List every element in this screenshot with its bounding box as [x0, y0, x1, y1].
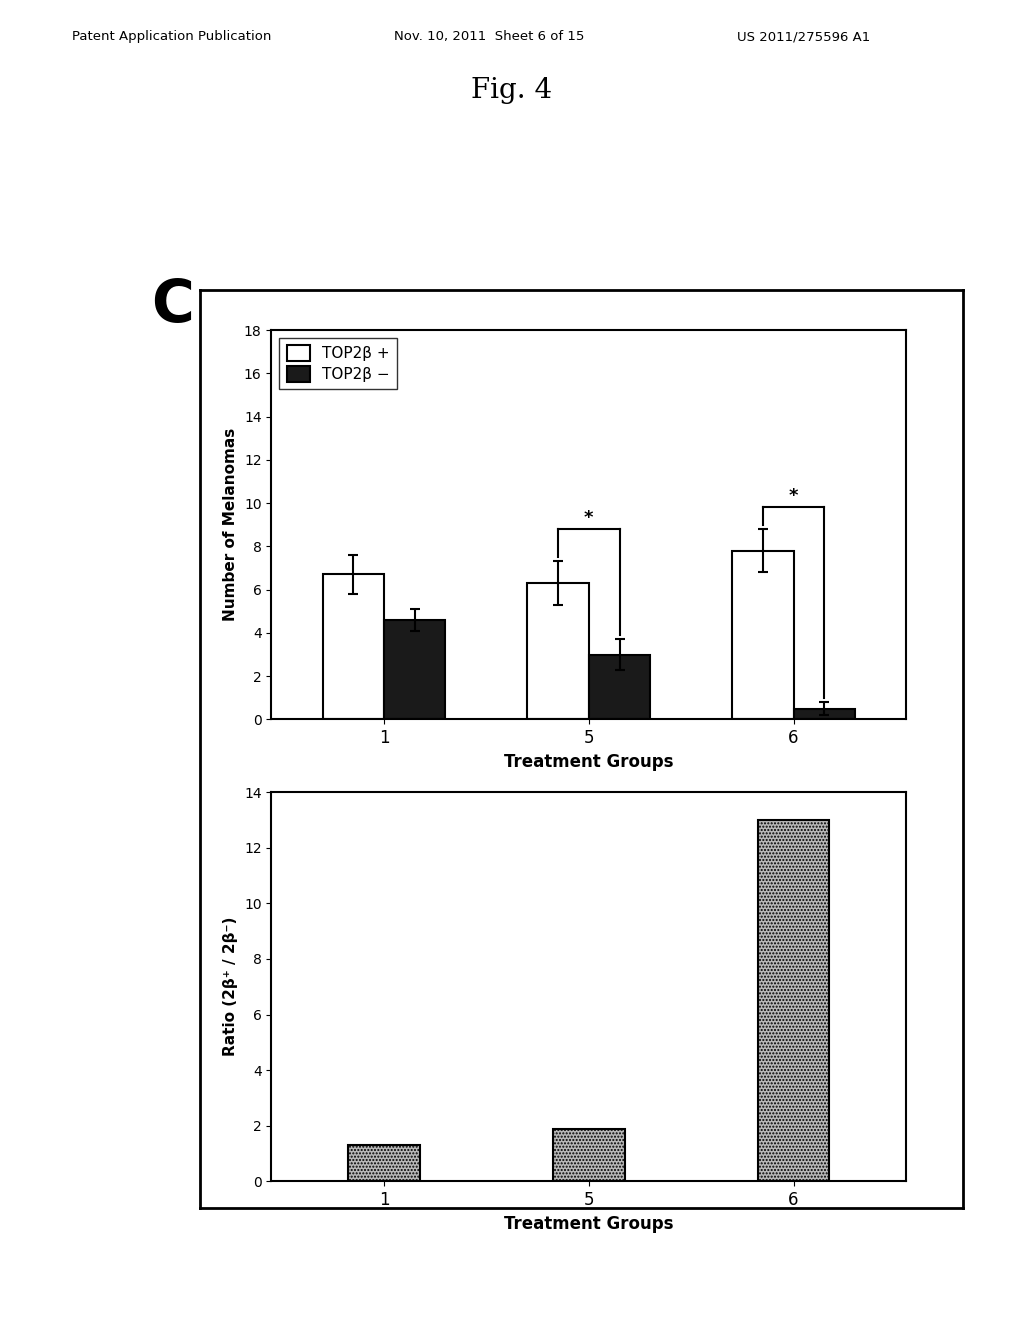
- Y-axis label: Number of Melanomas: Number of Melanomas: [223, 428, 239, 622]
- Text: Nov. 10, 2011  Sheet 6 of 15: Nov. 10, 2011 Sheet 6 of 15: [394, 30, 585, 44]
- Text: *: *: [788, 487, 799, 506]
- Bar: [553, 1129, 625, 1181]
- X-axis label: Treatment Groups: Treatment Groups: [504, 1214, 674, 1233]
- Text: US 2011/275596 A1: US 2011/275596 A1: [737, 30, 870, 44]
- Bar: [527, 583, 589, 719]
- X-axis label: Treatment Groups: Treatment Groups: [504, 752, 674, 771]
- Bar: [348, 1146, 420, 1181]
- Bar: [794, 709, 855, 719]
- Bar: [758, 820, 829, 1181]
- Legend: TOP2β +, TOP2β −: TOP2β +, TOP2β −: [279, 338, 397, 389]
- Bar: [589, 655, 650, 719]
- Text: *: *: [584, 510, 594, 527]
- Text: C: C: [152, 277, 195, 334]
- Bar: [384, 620, 445, 719]
- Y-axis label: Ratio (2β⁺ / 2β⁻): Ratio (2β⁺ / 2β⁻): [223, 917, 239, 1056]
- Text: Fig. 4: Fig. 4: [471, 77, 553, 103]
- Bar: [732, 550, 794, 719]
- Text: Patent Application Publication: Patent Application Publication: [72, 30, 271, 44]
- Bar: [323, 574, 384, 719]
